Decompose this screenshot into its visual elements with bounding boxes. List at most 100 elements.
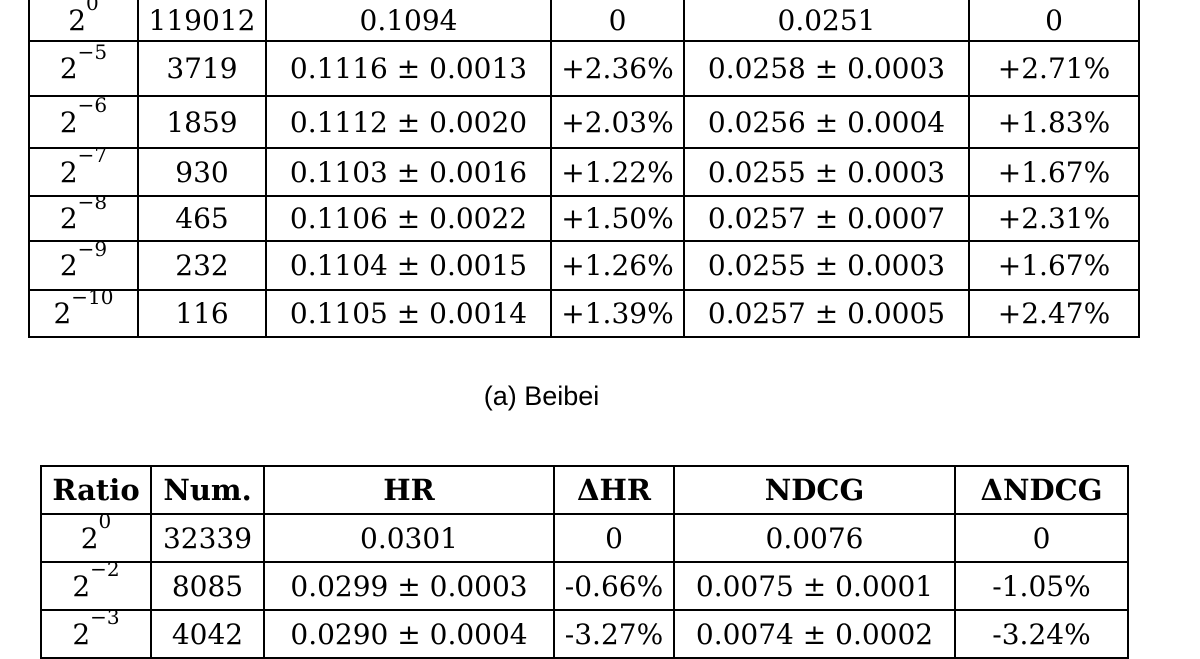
ratio-base: 2 xyxy=(72,617,91,651)
ratio-base: 2 xyxy=(59,155,78,189)
delta-hr-cell: +1.26% xyxy=(550,240,685,291)
num-cell: 3719 xyxy=(137,40,267,97)
ndcg-cell: 0.0251 xyxy=(683,0,970,42)
num-cell: 930 xyxy=(137,147,267,197)
header-row: Ratio Num. HR ΔHR NDCG ΔNDCG xyxy=(40,465,1129,515)
ratio-base: 2 xyxy=(80,521,99,555)
ratio-cell: 2−3 xyxy=(40,609,152,659)
ratio-cell: 2−7 xyxy=(28,147,139,197)
delta-ndcg-cell: +1.67% xyxy=(968,240,1140,291)
num-cell: 116 xyxy=(137,289,267,338)
ratio-base: 2 xyxy=(59,202,78,235)
col-header-ratio: Ratio xyxy=(40,465,152,515)
ndcg-cell: 0.0257 ± 0.0005 xyxy=(683,289,970,338)
hr-cell: 0.0299 ± 0.0003 xyxy=(263,561,555,611)
ratio-cell: 2−10 xyxy=(28,289,139,338)
ratio-exponent: −7 xyxy=(77,148,108,168)
delta-hr-cell: +1.39% xyxy=(550,289,685,338)
num-cell: 32339 xyxy=(150,513,265,563)
table-row: 20 119012 0.1094 0 0.0251 0 xyxy=(28,0,1140,42)
table-row: 2−10 116 0.1105 ± 0.0014 +1.39% 0.0257 ±… xyxy=(28,289,1140,338)
col-header-hr: HR xyxy=(263,465,555,515)
delta-hr-cell: +1.22% xyxy=(550,147,685,197)
ratio-cell: 20 xyxy=(28,0,139,42)
delta-hr-cell: +1.50% xyxy=(550,195,685,242)
hr-cell: 0.1103 ± 0.0016 xyxy=(265,147,552,197)
hr-cell: 0.1116 ± 0.0013 xyxy=(265,40,552,97)
delta-ndcg-cell: +1.83% xyxy=(968,95,1140,149)
hr-cell: 0.0290 ± 0.0004 xyxy=(263,609,555,659)
num-cell: 232 xyxy=(137,240,267,291)
delta-ndcg-cell: +1.67% xyxy=(968,147,1140,197)
ratio-exponent: −5 xyxy=(77,41,108,64)
ratio-base: 2 xyxy=(59,105,78,139)
ratio-base: 2 xyxy=(59,52,78,85)
col-header-ndcg: NDCG xyxy=(673,465,956,515)
delta-ndcg-cell: +2.31% xyxy=(968,195,1140,242)
ndcg-cell: 0.0257 ± 0.0007 xyxy=(683,195,970,242)
delta-hr-cell: 0 xyxy=(550,0,685,42)
ndcg-cell: 0.0255 ± 0.0003 xyxy=(683,147,970,197)
table-row: 2−8 465 0.1106 ± 0.0022 +1.50% 0.0257 ± … xyxy=(28,195,1140,242)
ratio-cell: 2−2 xyxy=(40,561,152,611)
ndcg-cell: 0.0076 xyxy=(673,513,956,563)
hr-cell: 0.1104 ± 0.0015 xyxy=(265,240,552,291)
delta-ndcg-cell: 0 xyxy=(954,513,1129,563)
delta-hr-cell: -0.66% xyxy=(553,561,675,611)
ratio-exponent: −8 xyxy=(77,196,108,214)
delta-ndcg-cell: +2.71% xyxy=(968,40,1140,97)
ndcg-cell: 0.0256 ± 0.0004 xyxy=(683,95,970,149)
ratio-cell: 2−8 xyxy=(28,195,139,242)
delta-hr-cell: +2.36% xyxy=(550,40,685,97)
figure-page: { "caption_a": "(a) Beibei", "table_a": … xyxy=(28,0,1140,659)
ratio-base: 2 xyxy=(72,569,91,603)
delta-hr-cell: 0 xyxy=(553,513,675,563)
delta-ndcg-cell: -3.24% xyxy=(954,609,1129,659)
delta-ndcg-cell: 0 xyxy=(968,0,1140,42)
ratio-cell: 20 xyxy=(40,513,152,563)
ratio-exponent: −9 xyxy=(77,241,108,261)
hr-cell: 0.0301 xyxy=(263,513,555,563)
ratio-base: 2 xyxy=(53,297,72,330)
table-row-partially-cropped: 2−3 4042 0.0290 ± 0.0004 -3.27% 0.0074 ±… xyxy=(40,609,1129,659)
num-cell: 8085 xyxy=(150,561,265,611)
hr-cell: 0.1105 ± 0.0014 xyxy=(265,289,552,338)
col-header-delta-ndcg: ΔNDCG xyxy=(954,465,1129,515)
table-row: 20 32339 0.0301 0 0.0076 0 xyxy=(40,513,1129,563)
ratio-base: 2 xyxy=(59,249,78,282)
subfigure-caption-a: (a) Beibei xyxy=(483,381,600,411)
results-table-beibei: 20 119012 0.1094 0 0.0251 0 2−5 3719 0.1… xyxy=(28,0,1140,338)
ratio-cell: 2−5 xyxy=(28,40,139,97)
table-row: 2−2 8085 0.0299 ± 0.0003 -0.66% 0.0075 ±… xyxy=(40,561,1129,611)
delta-ndcg-cell: -1.05% xyxy=(954,561,1129,611)
ratio-exponent: 0 xyxy=(98,514,112,534)
num-cell: 119012 xyxy=(137,0,267,42)
ratio-exponent: −2 xyxy=(90,562,120,582)
ratio-exponent: 0 xyxy=(86,0,99,16)
table-row: 2−9 232 0.1104 ± 0.0015 +1.26% 0.0255 ± … xyxy=(28,240,1140,291)
delta-hr-cell: -3.27% xyxy=(553,609,675,659)
table-row: 2−6 1859 0.1112 ± 0.0020 +2.03% 0.0256 ±… xyxy=(28,95,1140,149)
num-cell: 1859 xyxy=(137,95,267,149)
ndcg-cell: 0.0074 ± 0.0002 xyxy=(673,609,956,659)
num-cell: 465 xyxy=(137,195,267,242)
ratio-cell: 2−6 xyxy=(28,95,139,149)
ratio-exponent: −10 xyxy=(71,290,114,309)
ndcg-cell: 0.0075 ± 0.0001 xyxy=(673,561,956,611)
num-cell: 4042 xyxy=(150,609,265,659)
delta-ndcg-cell: +2.47% xyxy=(968,289,1140,338)
ratio-cell: 2−9 xyxy=(28,240,139,291)
hr-cell: 0.1106 ± 0.0022 xyxy=(265,195,552,242)
delta-hr-cell: +2.03% xyxy=(550,95,685,149)
hr-cell: 0.1094 xyxy=(265,0,552,42)
table-row: 2−7 930 0.1103 ± 0.0016 +1.22% 0.0255 ± … xyxy=(28,147,1140,197)
ndcg-cell: 0.0258 ± 0.0003 xyxy=(683,40,970,97)
col-header-delta-hr: ΔHR xyxy=(553,465,675,515)
ndcg-cell: 0.0255 ± 0.0003 xyxy=(683,240,970,291)
ratio-exponent: −6 xyxy=(77,96,108,118)
ratio-base: 2 xyxy=(68,3,87,37)
table-row: 2−5 3719 0.1116 ± 0.0013 +2.36% 0.0258 ±… xyxy=(28,40,1140,97)
ratio-exponent: −3 xyxy=(90,610,120,630)
col-header-num: Num. xyxy=(150,465,265,515)
hr-cell: 0.1112 ± 0.0020 xyxy=(265,95,552,149)
